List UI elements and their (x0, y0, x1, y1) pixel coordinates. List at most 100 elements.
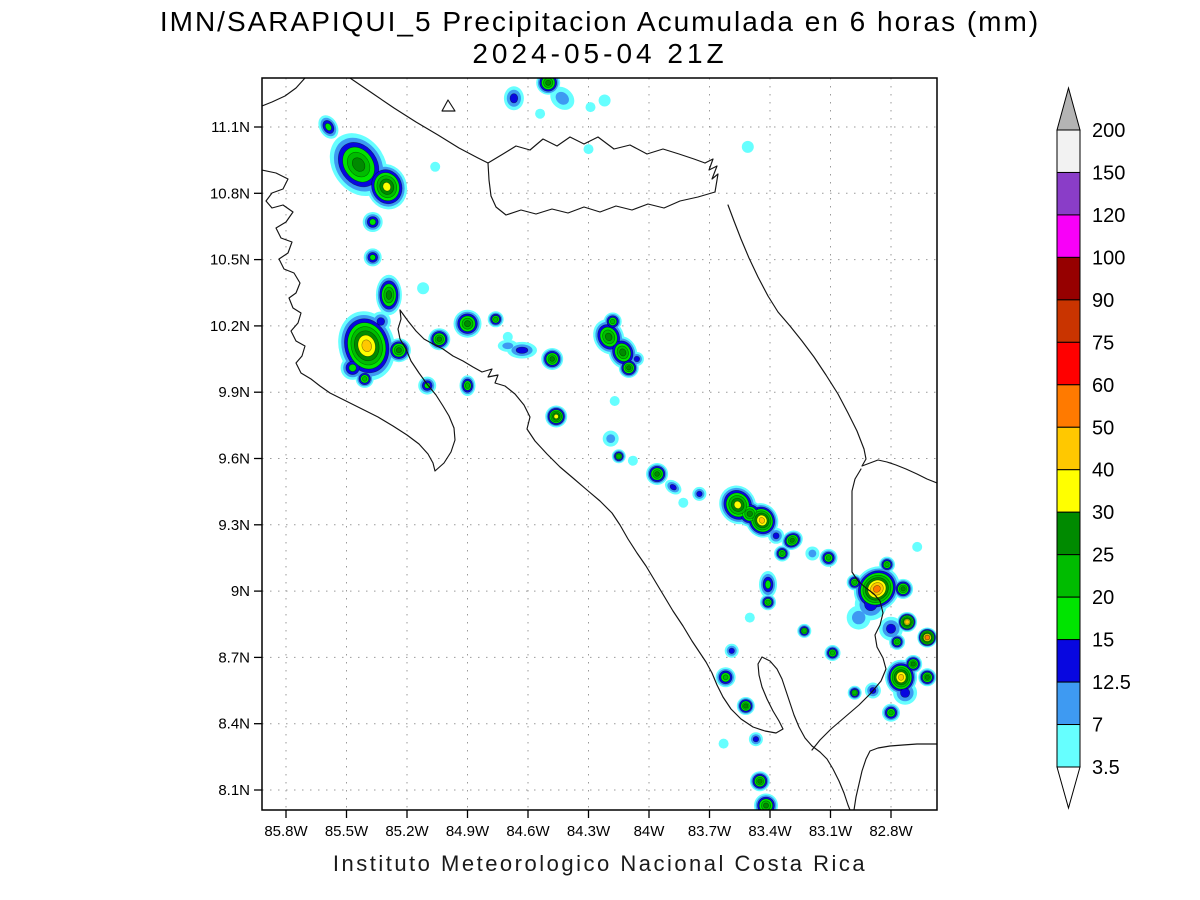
colorbar-label: 7 (1092, 715, 1103, 737)
precip-contour (616, 453, 622, 459)
precip-contour (764, 579, 772, 589)
colorbar: 200 150 120 100 90 75 60 50 40 30 25 20 15 12.5 7 3.5 (1056, 86, 1131, 810)
coastline-san-juan-river-north (487, 136, 706, 164)
colorbar-label: 100 (1092, 247, 1125, 269)
precip-contour (583, 144, 594, 155)
precip-contour (904, 619, 910, 625)
precip-contour (369, 254, 376, 261)
colorbar-label: 15 (1092, 630, 1114, 652)
colorbar-arrow-bottom (1056, 766, 1081, 810)
colorbar-band (1056, 596, 1081, 641)
precip-contour (324, 123, 332, 131)
precip-contour (502, 331, 513, 342)
precip-contour (610, 318, 616, 325)
precip-contour (900, 586, 906, 592)
precip-contour (763, 802, 769, 809)
precip-contour (718, 738, 729, 749)
precip-contour (696, 490, 703, 498)
precip-contour (502, 342, 514, 350)
colorbar-arrow-top (1056, 86, 1081, 131)
precip-contour (852, 690, 858, 696)
precip-contour (361, 339, 372, 353)
lat-tick-label: 9N (231, 583, 250, 600)
coastline-san-juan-delta (704, 158, 719, 193)
precip-contour (606, 434, 616, 443)
colorbar-band (1056, 639, 1081, 683)
colorbar-label: 50 (1092, 417, 1114, 439)
precip-contour (619, 348, 627, 357)
lat-tick-label: 9.6N (218, 451, 250, 468)
lon-tick-label: 83.1W (809, 823, 853, 840)
precip-contour (669, 484, 677, 491)
lon-tick-label: 84W (634, 823, 666, 840)
precip-contour (493, 316, 499, 322)
coastline-lake-nicaragua-shore (349, 78, 489, 164)
precip-contour (382, 182, 391, 192)
precip-contour (733, 500, 742, 509)
coastline-cr-panama-border (811, 468, 887, 751)
precip-contour (728, 647, 735, 654)
precip-contour (741, 140, 754, 153)
precip-contour (633, 355, 641, 363)
precip-contour (553, 413, 559, 419)
precip-contour (395, 347, 402, 354)
lat-tick-label: 9.3N (218, 517, 250, 534)
colorbar-band (1056, 171, 1081, 216)
precip-contour (436, 336, 442, 342)
precip-contour (535, 108, 546, 119)
precip-contour (758, 517, 765, 524)
colorbar-label: 30 (1092, 502, 1114, 524)
coastline-nicaragua-pacific-coast (262, 78, 306, 107)
lon-tick-label: 84.3W (567, 823, 611, 840)
colorbar-band (1056, 681, 1081, 726)
colorbar-band (1056, 256, 1081, 301)
precip-contour (825, 555, 832, 561)
precip-contour (348, 363, 357, 372)
coastline-burica-panama-coast (853, 743, 937, 810)
lon-tick-label: 85.5W (325, 823, 369, 840)
lat-tick-label: 10.2N (210, 318, 250, 335)
precip-contour (752, 736, 760, 743)
precip-contour (654, 471, 660, 477)
colorbar-band (1056, 469, 1081, 513)
lon-tick-label: 85.8W (264, 823, 308, 840)
precip-contour (464, 320, 471, 328)
precip-contour (910, 661, 916, 667)
colorbar-label: 20 (1092, 587, 1114, 609)
precip-contour (924, 674, 930, 680)
chart-title: IMN/SARAPIQUI_5 Precipitacion Acumulada … (159, 6, 1041, 37)
precip-contour (888, 710, 894, 716)
precip-contour (884, 562, 890, 568)
plot-frame (261, 77, 938, 811)
precip-contour (417, 282, 430, 295)
precip-contour (912, 541, 923, 552)
lon-tick-label: 82.8W (869, 823, 913, 840)
colorbar-label: 75 (1092, 332, 1114, 354)
lon-tick-label: 83.7W (688, 823, 732, 840)
precip-contour (722, 674, 729, 681)
lat-tick-label: 11.1N (211, 119, 250, 136)
attribution-text: Instituto Meteorologico Nacional Costa R… (332, 851, 868, 876)
colorbar-label: 90 (1092, 290, 1114, 312)
precip-contour (808, 549, 817, 558)
precip-contour (885, 623, 896, 634)
colorbar-label: 120 (1092, 205, 1125, 227)
precip-contour (515, 346, 529, 354)
colorbar-band (1056, 341, 1081, 386)
precip-contour (894, 639, 900, 645)
precip-contour (765, 599, 771, 605)
precip-contour (873, 585, 881, 593)
lat-tick-label: 8.7N (218, 649, 250, 666)
lat-tick-label: 9.9N (218, 384, 250, 401)
precip-contour (852, 610, 866, 625)
coastline-layer (262, 78, 937, 810)
lon-tick-label: 83.4W (748, 823, 792, 840)
precip-contour (604, 332, 613, 341)
precip-contour (609, 396, 620, 406)
colorbar-band (1056, 724, 1081, 768)
precip-contour (924, 634, 930, 640)
colorbar-band (1056, 511, 1081, 556)
coastline-caribbean-coast (727, 204, 937, 484)
